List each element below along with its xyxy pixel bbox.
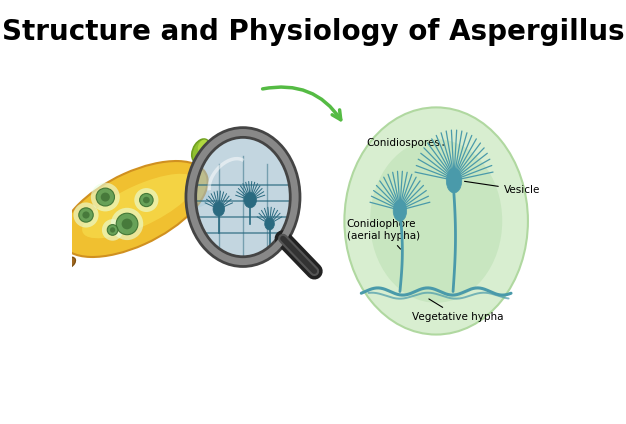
- Ellipse shape: [79, 208, 93, 222]
- Ellipse shape: [121, 219, 133, 229]
- Ellipse shape: [101, 192, 110, 201]
- Ellipse shape: [63, 257, 76, 268]
- Ellipse shape: [73, 202, 98, 228]
- Ellipse shape: [83, 212, 90, 219]
- Text: Vesicle: Vesicle: [464, 181, 540, 195]
- Ellipse shape: [96, 188, 115, 206]
- FancyArrowPatch shape: [262, 87, 341, 120]
- Ellipse shape: [116, 213, 138, 235]
- Ellipse shape: [111, 208, 143, 240]
- Ellipse shape: [102, 219, 123, 241]
- Ellipse shape: [91, 183, 120, 212]
- Ellipse shape: [82, 174, 196, 238]
- Text: Structure and Physiology of Aspergillus: Structure and Physiology of Aspergillus: [2, 18, 624, 46]
- Circle shape: [370, 139, 502, 303]
- Ellipse shape: [110, 227, 115, 233]
- Ellipse shape: [61, 161, 208, 257]
- Text: Vegetative hypha: Vegetative hypha: [412, 299, 503, 322]
- Ellipse shape: [135, 188, 158, 212]
- Ellipse shape: [140, 193, 153, 206]
- Polygon shape: [168, 191, 209, 221]
- Ellipse shape: [192, 139, 210, 163]
- Circle shape: [193, 135, 293, 259]
- Text: Conidiospores: Conidiospores: [366, 138, 444, 148]
- Ellipse shape: [393, 201, 407, 221]
- Text: Conidiophore
(aerial hypha): Conidiophore (aerial hypha): [347, 219, 420, 249]
- Ellipse shape: [107, 225, 118, 235]
- Ellipse shape: [198, 139, 208, 153]
- Ellipse shape: [143, 197, 150, 204]
- Ellipse shape: [446, 169, 462, 193]
- Circle shape: [265, 218, 274, 230]
- Circle shape: [344, 107, 528, 335]
- Circle shape: [213, 202, 225, 216]
- Circle shape: [244, 192, 257, 208]
